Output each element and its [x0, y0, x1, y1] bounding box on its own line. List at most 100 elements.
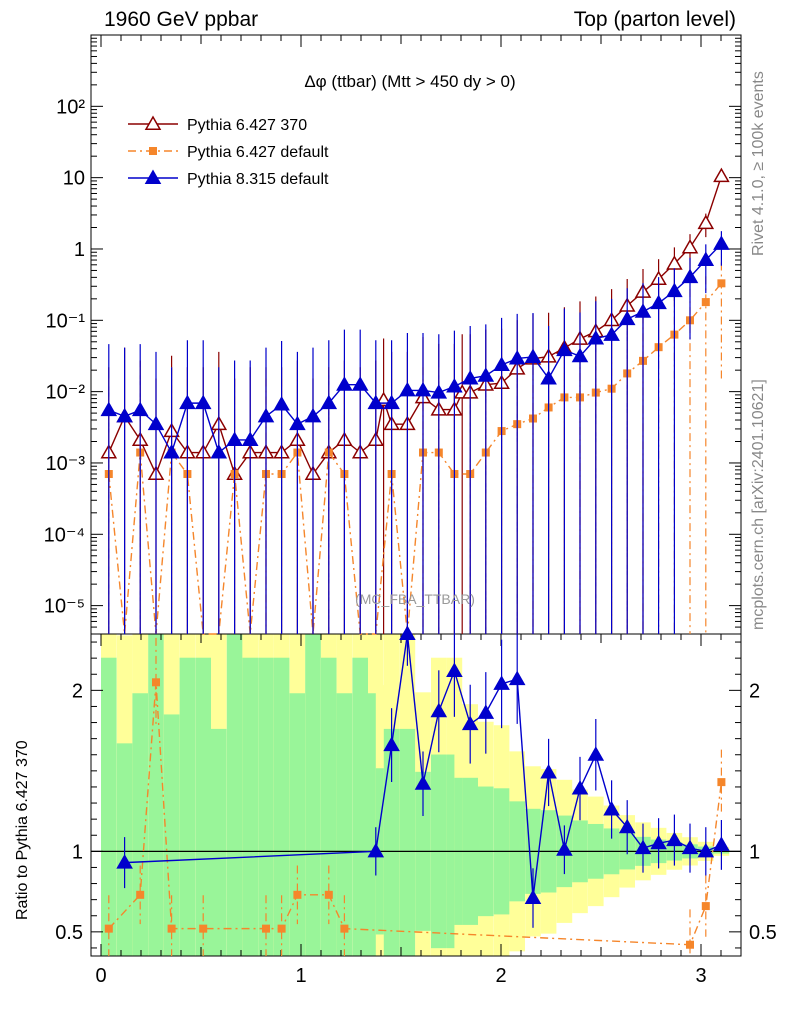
data-point-triangle	[650, 294, 667, 310]
x-tick-label: 3	[695, 965, 706, 987]
data-point-square	[717, 279, 726, 288]
series-line-2	[108, 243, 722, 455]
data-point-square	[152, 678, 160, 687]
data-point-triangle	[461, 369, 479, 385]
band-1sigma	[101, 657, 117, 956]
analysis-watermark: (MC_FBA_TTBAR)	[355, 591, 475, 607]
data-point-triangle	[241, 431, 259, 446]
data-point-triangle	[399, 625, 416, 640]
data-point-triangle	[524, 889, 542, 905]
data-point-triangle	[650, 834, 667, 850]
data-point-triangle	[540, 763, 557, 779]
band-1sigma	[211, 728, 227, 956]
data-point-triangle	[587, 329, 605, 345]
main-y-tick-label: 10⁻⁵	[44, 596, 85, 618]
band-1sigma	[258, 657, 274, 956]
data-point-triangle	[713, 836, 730, 851]
data-point-triangle	[666, 831, 683, 847]
data-point-triangle	[304, 407, 322, 423]
data-point-triangle	[116, 854, 133, 869]
data-point-triangle	[556, 841, 573, 856]
data-point-triangle	[446, 662, 463, 678]
data-point-triangle	[367, 394, 385, 410]
data-point-triangle	[414, 381, 432, 397]
data-point-triangle	[336, 376, 353, 391]
data-point-triangle	[697, 214, 715, 230]
legend-entry-label: Pythia 8.315 default	[187, 171, 329, 188]
band-1sigma	[179, 657, 196, 956]
data-point-square	[701, 902, 710, 911]
data-point-square	[149, 147, 157, 155]
data-point-triangle	[508, 670, 526, 686]
data-point-triangle	[131, 401, 149, 417]
data-point-square	[262, 924, 270, 933]
data-point-square	[324, 890, 333, 899]
data-point-triangle	[681, 268, 699, 284]
data-point-square	[199, 924, 208, 933]
band-1sigma	[242, 657, 258, 956]
data-point-triangle	[414, 775, 432, 790]
legend-entry-label: Pythia 6.427 default	[187, 144, 329, 161]
data-point-triangle	[634, 839, 652, 855]
data-point-square	[167, 924, 176, 933]
ratio-y-tick-label: 2	[72, 680, 83, 702]
data-point-triangle	[430, 384, 448, 399]
data-point-triangle	[571, 780, 589, 795]
legend-entry-label: Pythia 6.427 370	[187, 117, 307, 134]
data-point-triangle	[493, 356, 510, 372]
data-point-square	[277, 924, 286, 933]
data-point-triangle	[446, 377, 463, 393]
band-1sigma	[305, 634, 321, 956]
data-point-square	[104, 924, 113, 933]
band-1sigma	[132, 693, 148, 956]
data-point-triangle	[634, 303, 652, 318]
data-point-triangle	[681, 238, 699, 254]
data-point-triangle	[587, 746, 605, 761]
data-point-square	[717, 778, 726, 787]
data-point-triangle	[571, 347, 589, 363]
band-1sigma	[352, 657, 368, 956]
data-point-square	[686, 940, 694, 949]
data-point-triangle	[226, 431, 243, 446]
data-point-triangle	[430, 702, 448, 718]
data-point-triangle	[116, 407, 133, 423]
data-point-triangle	[144, 169, 162, 184]
main-y-tick-label: 10	[63, 168, 85, 190]
data-point-triangle	[367, 842, 385, 858]
data-point-triangle	[618, 818, 636, 834]
band-1sigma	[336, 693, 353, 956]
main-y-tick-label: 10⁻²	[46, 382, 86, 404]
main-y-tick-label: 1	[74, 239, 85, 261]
ratio-y-tick-label-right: 2	[749, 680, 760, 702]
data-point-triangle	[273, 395, 290, 411]
data-point-square	[136, 890, 145, 899]
data-point-triangle	[603, 800, 620, 816]
data-point-triangle	[477, 704, 495, 719]
data-point-triangle	[163, 444, 180, 459]
data-point-square	[293, 890, 302, 899]
data-point-triangle	[697, 251, 715, 266]
data-point-triangle	[383, 736, 400, 752]
data-point-triangle	[399, 381, 416, 397]
ratio-frame	[90, 633, 742, 957]
data-point-triangle	[508, 349, 526, 365]
data-point-triangle	[147, 415, 165, 431]
ratio-uncertainty-bands	[101, 634, 730, 956]
data-point-triangle	[713, 235, 730, 250]
x-tick-label: 0	[95, 965, 106, 987]
band-1sigma	[289, 693, 306, 956]
ratio-y-tick-label: 1	[72, 841, 83, 863]
data-point-triangle	[603, 326, 620, 341]
data-point-triangle	[100, 401, 118, 417]
main-y-tick-label: 10⁻³	[46, 453, 86, 475]
ratio-y-tick-label-right: 1	[749, 841, 760, 863]
band-1sigma	[383, 728, 400, 956]
band-1sigma	[195, 657, 211, 956]
data-point-triangle	[697, 842, 715, 858]
band-1sigma	[163, 714, 180, 956]
ratio-y-tick-label-right: 0.5	[749, 922, 777, 944]
data-point-triangle	[289, 415, 306, 431]
data-point-triangle	[681, 839, 699, 855]
x-tick-label: 1	[295, 965, 306, 987]
